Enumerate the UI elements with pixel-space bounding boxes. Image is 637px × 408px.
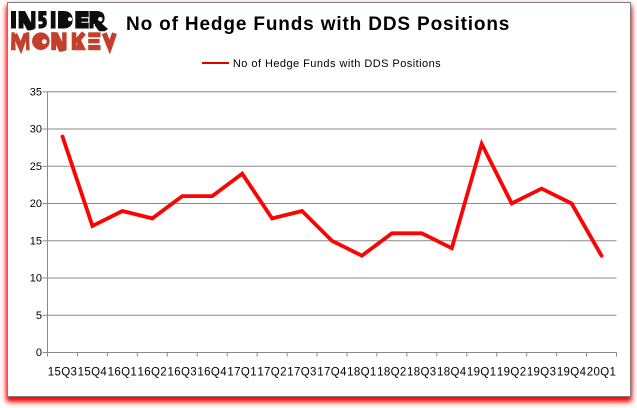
svg-text:20: 20 <box>30 198 42 210</box>
svg-text:16Q1: 16Q1 <box>108 367 138 379</box>
svg-text:17Q2: 17Q2 <box>257 367 287 379</box>
svg-text:17Q3: 17Q3 <box>287 367 317 379</box>
svg-text:18Q3: 18Q3 <box>407 367 437 379</box>
svg-text:18Q2: 18Q2 <box>377 367 407 379</box>
svg-text:17Q1: 17Q1 <box>227 367 257 379</box>
svg-text:18Q1: 18Q1 <box>347 367 377 379</box>
svg-text:0: 0 <box>36 347 42 359</box>
svg-text:16Q4: 16Q4 <box>197 367 227 379</box>
svg-text:18Q4: 18Q4 <box>437 367 467 379</box>
svg-text:19Q3: 19Q3 <box>527 367 557 379</box>
svg-text:16Q3: 16Q3 <box>168 367 198 379</box>
svg-text:15Q4: 15Q4 <box>78 367 108 379</box>
svg-text:20Q1: 20Q1 <box>587 367 617 379</box>
svg-text:16Q2: 16Q2 <box>138 367 168 379</box>
svg-text:17Q4: 17Q4 <box>317 367 347 379</box>
svg-text:30: 30 <box>30 124 42 136</box>
svg-text:35: 35 <box>30 87 42 99</box>
svg-text:19Q1: 19Q1 <box>467 367 497 379</box>
svg-text:10: 10 <box>30 273 42 285</box>
svg-text:5: 5 <box>36 310 42 322</box>
svg-text:15: 15 <box>30 236 42 248</box>
svg-text:19Q2: 19Q2 <box>497 367 527 379</box>
svg-text:19Q4: 19Q4 <box>557 367 587 379</box>
svg-text:25: 25 <box>30 161 42 173</box>
svg-text:15Q3: 15Q3 <box>48 367 78 379</box>
